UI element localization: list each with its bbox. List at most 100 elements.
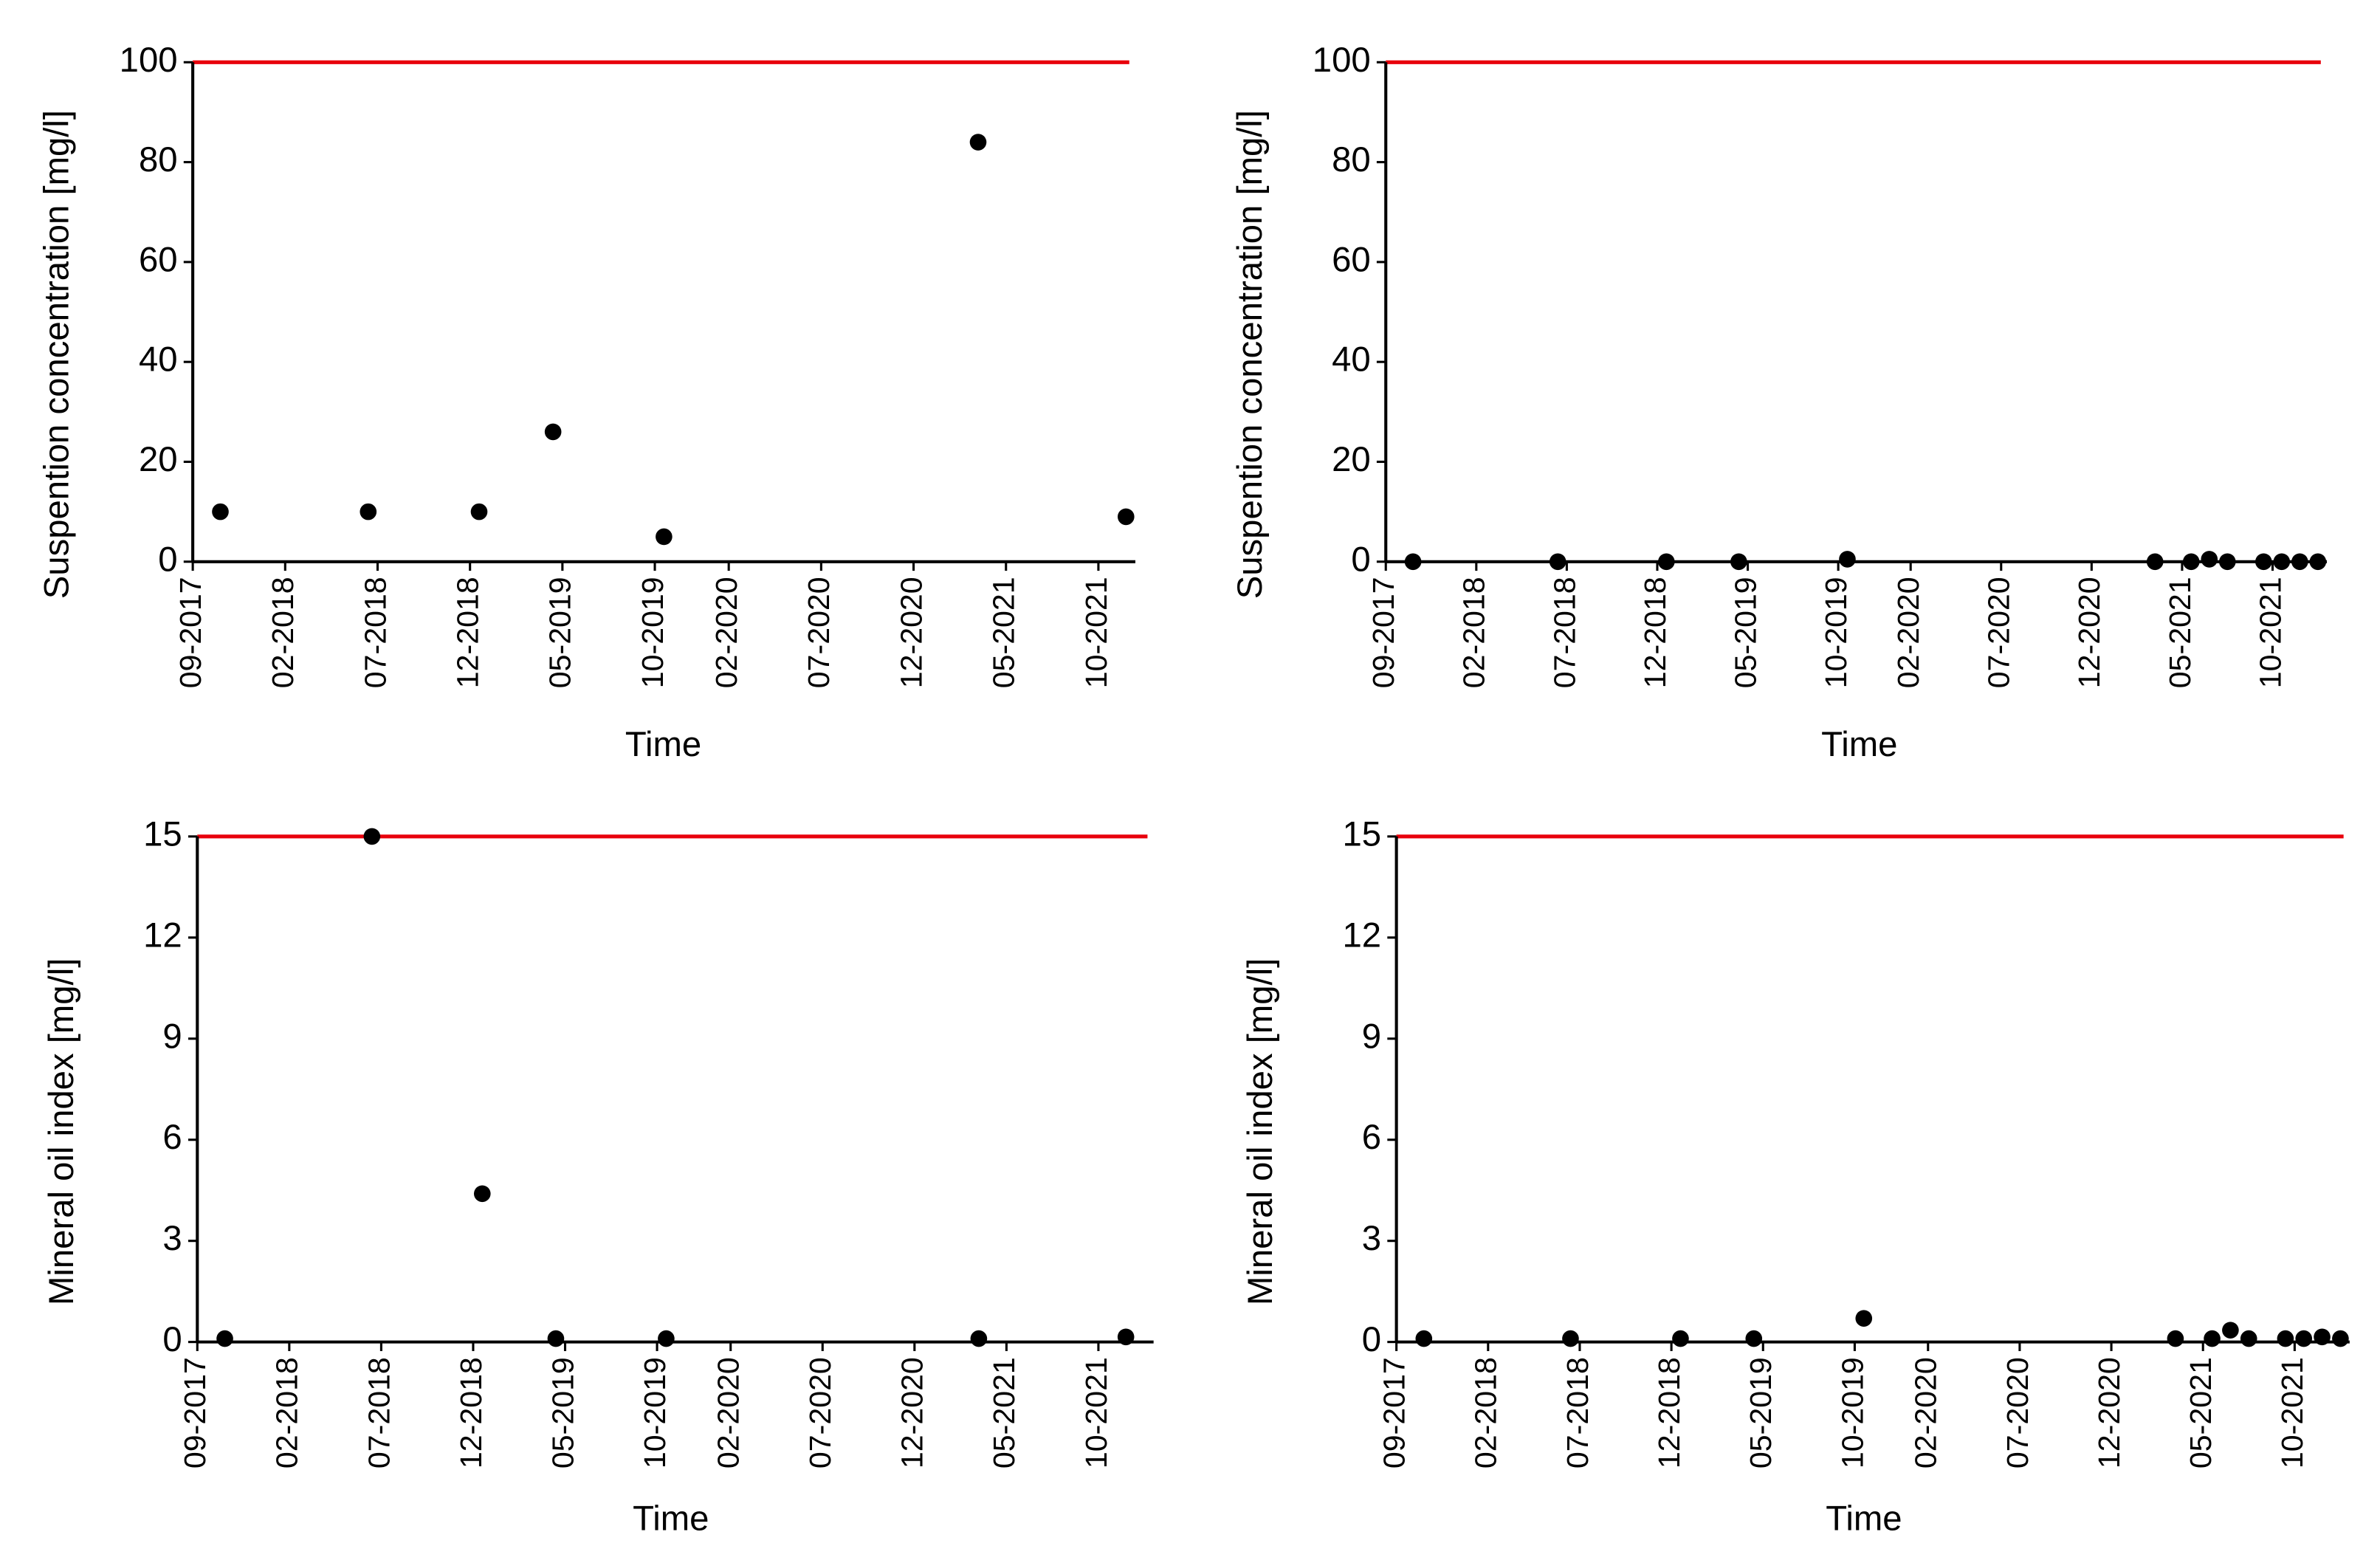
point (1117, 508, 1135, 526)
point (2291, 553, 2308, 571)
point (1839, 551, 1856, 568)
point (470, 503, 488, 521)
y-tick-label: 6 (162, 1118, 182, 1157)
x-tick-label: 12-2020 (895, 1357, 929, 1468)
x-tick-label: 10-2021 (2253, 577, 2287, 688)
y-axis-title: Suspention concentration [mg/l] (1231, 110, 1270, 599)
y-tick-label: 100 (120, 41, 178, 80)
point (1562, 1330, 1579, 1347)
x-tick-label: 02-2020 (1891, 577, 1925, 688)
point (658, 1330, 675, 1347)
point (1657, 553, 1675, 571)
x-tick-label: 07-2020 (802, 577, 836, 688)
x-tick-label: 12-2018 (1652, 1357, 1686, 1468)
x-tick-label: 02-2020 (712, 1357, 746, 1468)
x-tick-label: 02-2020 (709, 577, 743, 688)
y-tick-label: 80 (139, 140, 178, 179)
x-tick-label: 07-2018 (1547, 577, 1581, 688)
point (1730, 553, 1747, 571)
x-tick-label: 10-2019 (636, 577, 670, 688)
point (2240, 1330, 2257, 1347)
y-tick-label: 60 (139, 240, 178, 279)
point (360, 503, 377, 521)
point (2182, 553, 2200, 571)
point (544, 423, 562, 441)
point (970, 1330, 988, 1347)
x-tick-label: 05-2021 (2163, 577, 2197, 688)
y-tick-label: 6 (1362, 1118, 1381, 1157)
x-tick-label: 02-2018 (1469, 1357, 1503, 1468)
x-tick-label: 05-2019 (1728, 577, 1762, 688)
point (212, 503, 229, 521)
x-tick-label: 02-2018 (266, 577, 300, 688)
y-tick-label: 20 (139, 440, 178, 479)
point (2167, 1330, 2184, 1347)
x-tick-label: 10-2019 (638, 1357, 672, 1468)
x-tick-label: 05-2021 (987, 577, 1021, 688)
y-tick-label: 0 (158, 540, 177, 579)
y-tick-label: 0 (1351, 540, 1370, 579)
x-tick-label: 02-2018 (270, 1357, 304, 1468)
x-tick-label: 07-2020 (1982, 577, 2016, 688)
point (1415, 1330, 1433, 1347)
y-tick-label: 60 (1332, 240, 1371, 279)
x-tick-label: 07-2018 (358, 577, 392, 688)
y-tick-label: 80 (1332, 140, 1371, 179)
y-tick-label: 15 (1342, 814, 1381, 853)
y-axis-title: Suspention concentration [mg/l] (38, 110, 77, 599)
x-tick-label: 10-2021 (1079, 1357, 1113, 1468)
y-tick-label: 15 (143, 814, 182, 853)
y-tick-label: 3 (162, 1219, 182, 1258)
point (216, 1330, 233, 1347)
point (2222, 1322, 2239, 1339)
x-tick-label: 10-2021 (2275, 1357, 2309, 1468)
y-tick-label: 20 (1332, 440, 1371, 479)
x-tick-label: 09-2017 (1366, 577, 1400, 688)
x-tick-label: 12-2020 (2072, 577, 2106, 688)
point (1855, 1310, 1873, 1327)
y-tick-label: 3 (1362, 1219, 1381, 1258)
point (2295, 1330, 2313, 1347)
point (969, 134, 987, 151)
x-tick-label: 07-2020 (2001, 1357, 2035, 1468)
point (363, 828, 381, 845)
point (1549, 553, 1566, 571)
y-tick-label: 0 (162, 1320, 182, 1359)
point (656, 528, 673, 546)
x-tick-label: 12-2018 (1638, 577, 1672, 688)
x-tick-label: 10-2019 (1819, 577, 1853, 688)
y-tick-label: 0 (1362, 1320, 1381, 1359)
x-tick-label: 07-2018 (362, 1357, 396, 1468)
point (1672, 1330, 1689, 1347)
y-tick-label: 40 (1332, 340, 1371, 379)
point (547, 1330, 565, 1347)
y-axis-title: Mineral oil index [mg/l] (42, 958, 81, 1305)
point (473, 1185, 491, 1203)
x-tick-label: 07-2018 (1561, 1357, 1595, 1468)
y-tick-label: 9 (1362, 1017, 1381, 1056)
point (2218, 553, 2236, 571)
x-tick-label: 12-2018 (451, 577, 485, 688)
x-tick-label: 05-2019 (543, 577, 577, 688)
x-axis-title: Time (1826, 1500, 1902, 1539)
point (1117, 1328, 1135, 1346)
point (2314, 1328, 2331, 1346)
point (2146, 553, 2164, 571)
x-tick-label: 05-2019 (546, 1357, 579, 1468)
x-tick-label: 10-2019 (1835, 1357, 1869, 1468)
point (2201, 551, 2218, 568)
x-tick-label: 05-2019 (1744, 1357, 1778, 1468)
x-tick-label: 05-2021 (987, 1357, 1021, 1468)
y-tick-label: 12 (143, 916, 182, 955)
point (2309, 553, 2327, 571)
y-tick-label: 12 (1342, 916, 1381, 955)
x-tick-label: 09-2017 (1377, 1357, 1411, 1468)
x-tick-label: 09-2017 (178, 1357, 212, 1468)
x-tick-label: 12-2020 (2092, 1357, 2126, 1468)
point (1745, 1330, 1763, 1347)
point (2273, 553, 2291, 571)
x-tick-label: 02-2020 (1909, 1357, 1943, 1468)
x-tick-label: 05-2021 (2184, 1357, 2218, 1468)
